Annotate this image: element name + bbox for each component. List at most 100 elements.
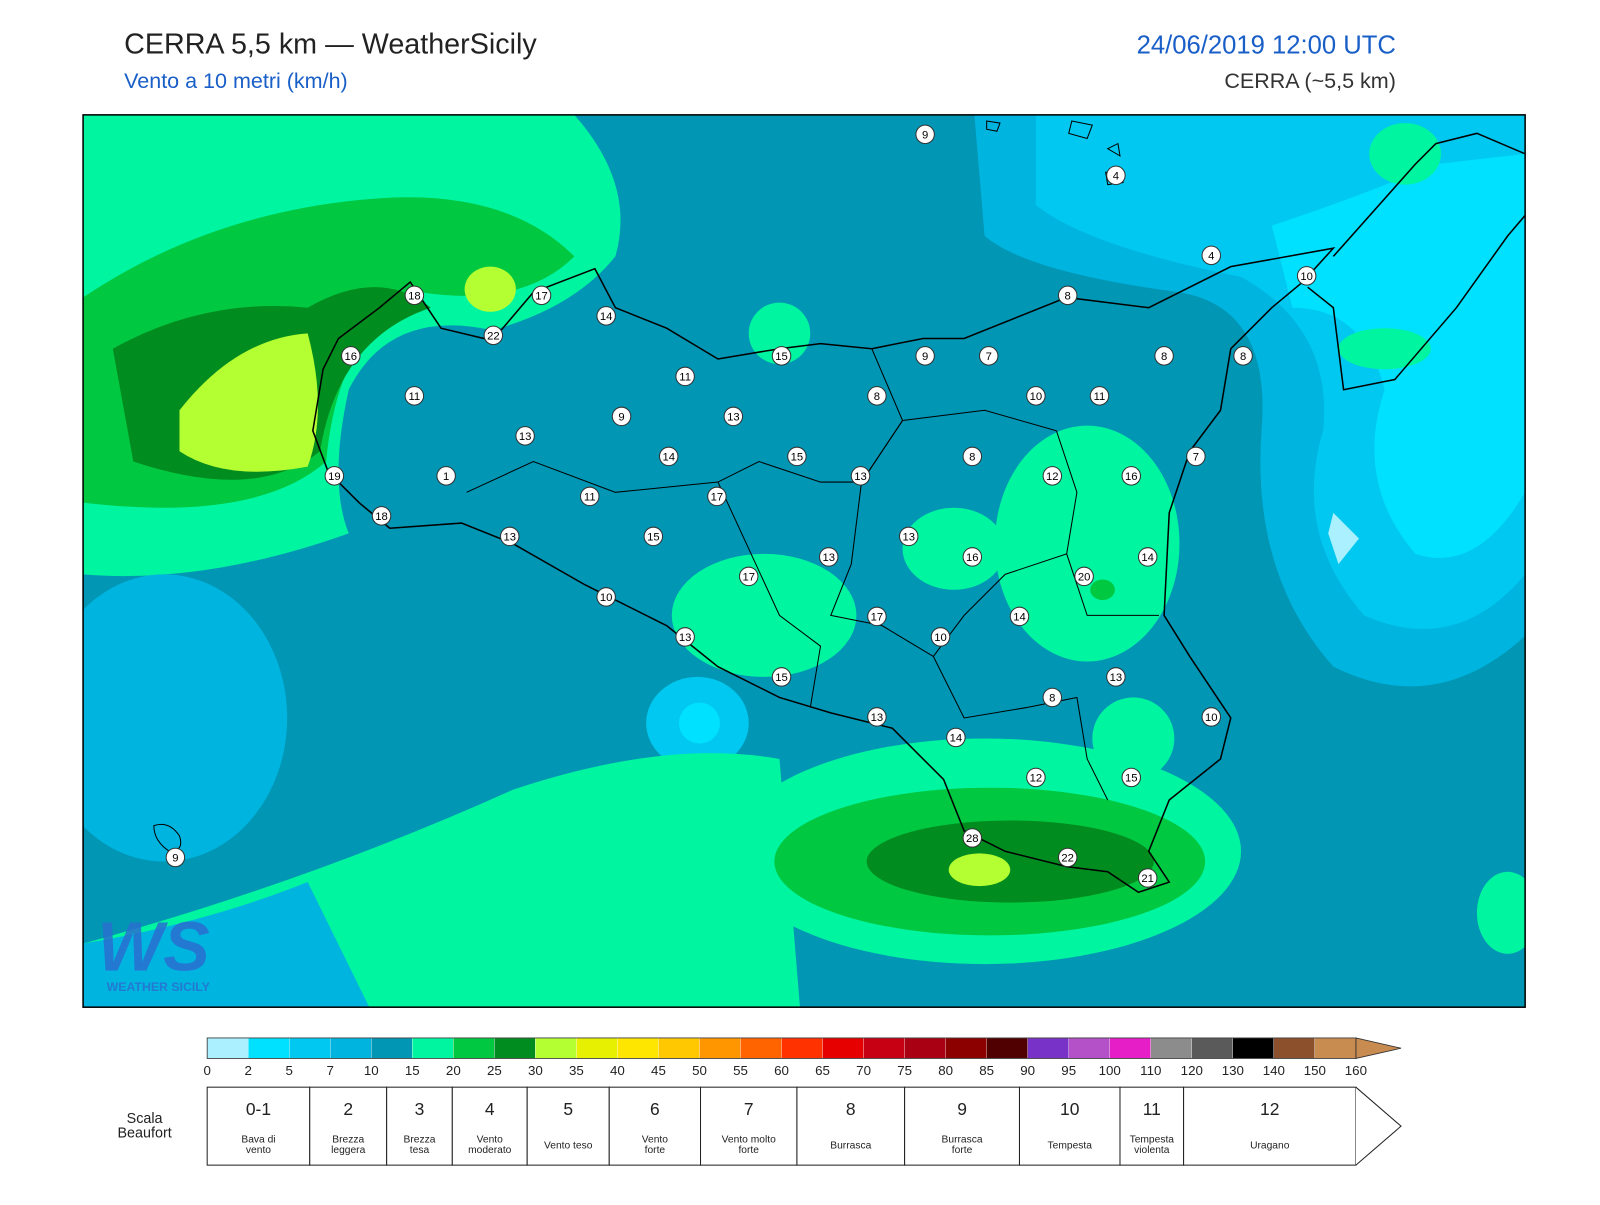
station-marker	[596, 587, 616, 607]
station-value: 13	[1110, 672, 1123, 684]
beaufort-title: Scala	[127, 1111, 163, 1127]
station-value: 21	[1141, 873, 1154, 885]
colorbar-frame	[206, 1037, 1357, 1059]
station-marker	[436, 466, 456, 486]
color-bin	[248, 1037, 290, 1059]
station-marker	[738, 566, 759, 587]
station-value: 14	[1141, 552, 1154, 564]
station-value: 14	[950, 733, 963, 745]
colorbar-tick-label: 30	[528, 1063, 543, 1078]
station-marker	[962, 547, 983, 567]
station-value: 7	[1193, 452, 1199, 464]
station-value: 17	[711, 492, 724, 504]
station-marker	[531, 285, 552, 306]
station-marker	[658, 446, 679, 467]
colorbar-arrow	[1355, 1037, 1402, 1059]
station-marker	[643, 526, 664, 547]
station-value: 11	[1094, 391, 1106, 403]
station-marker	[867, 386, 887, 406]
color-bin	[207, 1037, 249, 1059]
station-value: 9	[922, 351, 928, 363]
station-value: 18	[408, 290, 421, 302]
station-marker	[867, 606, 887, 627]
station-value: 7	[986, 351, 992, 363]
beaufort-label: tesa	[410, 1145, 430, 1156]
beaufort-label: Brezza	[404, 1135, 436, 1146]
station-marker	[611, 406, 632, 427]
beaufort-cell	[904, 1086, 1020, 1166]
station-value: 22	[487, 330, 500, 342]
station-value: 8	[1065, 290, 1071, 302]
station-marker	[1042, 687, 1063, 708]
beaufort-number: 3	[415, 1099, 425, 1119]
beaufort-number: 0-1	[246, 1099, 271, 1119]
station-value: 8	[969, 452, 975, 464]
station-value: 10	[934, 632, 947, 644]
station-marker	[898, 526, 919, 547]
colorbar-tick-label: 50	[692, 1063, 707, 1078]
beaufort-cell	[206, 1086, 311, 1166]
beaufort-cell	[608, 1086, 702, 1166]
station-marker	[675, 366, 695, 387]
colorbar-tick-label: 110	[1140, 1063, 1161, 1078]
station-value: 18	[375, 511, 388, 523]
model: CERRA (~5,5 km)	[1224, 69, 1396, 93]
beaufort-label: Vento	[477, 1135, 504, 1146]
color-bin	[1314, 1037, 1357, 1059]
beaufort-label: Vento molto	[722, 1135, 776, 1146]
station-marker	[1154, 346, 1174, 366]
color-bin	[658, 1037, 700, 1059]
beaufort-label: Brezza	[332, 1135, 364, 1146]
title: CERRA 5,5 km — WeatherSicily	[124, 28, 537, 60]
colorbar-tick-label: 120	[1181, 1063, 1203, 1078]
colorbar-tick-label: 20	[446, 1063, 461, 1078]
beaufort-number: 2	[343, 1099, 353, 1119]
color-bin	[494, 1037, 536, 1059]
beaufort-arrow	[1355, 1086, 1402, 1166]
station-marker	[324, 466, 345, 486]
station-marker	[771, 346, 792, 366]
station-marker	[341, 346, 361, 366]
station-marker	[165, 847, 186, 868]
station-value: 28	[966, 833, 979, 845]
color-bin	[1273, 1037, 1316, 1059]
station-marker	[404, 386, 425, 406]
station-marker	[1074, 566, 1094, 587]
station-value: 11	[584, 492, 596, 504]
color-bin	[822, 1037, 864, 1059]
color-bin	[740, 1037, 782, 1059]
station-marker	[1121, 466, 1142, 486]
colorbar-tick-label: 10	[364, 1063, 379, 1078]
station-value: 13	[854, 471, 867, 483]
station-value: 13	[727, 412, 740, 424]
colorbar-tick-label: 65	[815, 1063, 830, 1078]
station-marker	[930, 627, 951, 647]
station-value: 16	[345, 351, 358, 363]
map-frame	[82, 114, 1526, 1008]
station-marker	[915, 124, 935, 145]
beaufort-cell	[1119, 1086, 1185, 1166]
station-marker	[1106, 667, 1126, 687]
beaufort-title: Beaufort	[117, 1125, 171, 1141]
logo-name: WEATHER SICILY	[107, 980, 210, 994]
beaufort-label: forte	[645, 1145, 666, 1156]
colorbar-tick-label: 45	[651, 1063, 666, 1078]
station-marker	[707, 486, 727, 507]
colorbar-tick-label: 100	[1099, 1063, 1121, 1078]
station-marker	[1009, 606, 1030, 627]
color-bin	[1150, 1037, 1192, 1059]
colorbar-tick-label: 2	[244, 1063, 251, 1078]
station-marker	[596, 306, 616, 326]
beaufort-cell	[699, 1086, 798, 1166]
station-marker	[771, 667, 792, 687]
station-value: 13	[519, 431, 532, 443]
station-value: 15	[775, 672, 788, 684]
station-marker	[500, 526, 520, 547]
color-bin	[945, 1037, 987, 1059]
station-value: 13	[871, 712, 884, 724]
color-bin	[1109, 1037, 1151, 1059]
colorbar-tick-label: 80	[938, 1063, 953, 1078]
station-value: 1	[443, 471, 449, 483]
